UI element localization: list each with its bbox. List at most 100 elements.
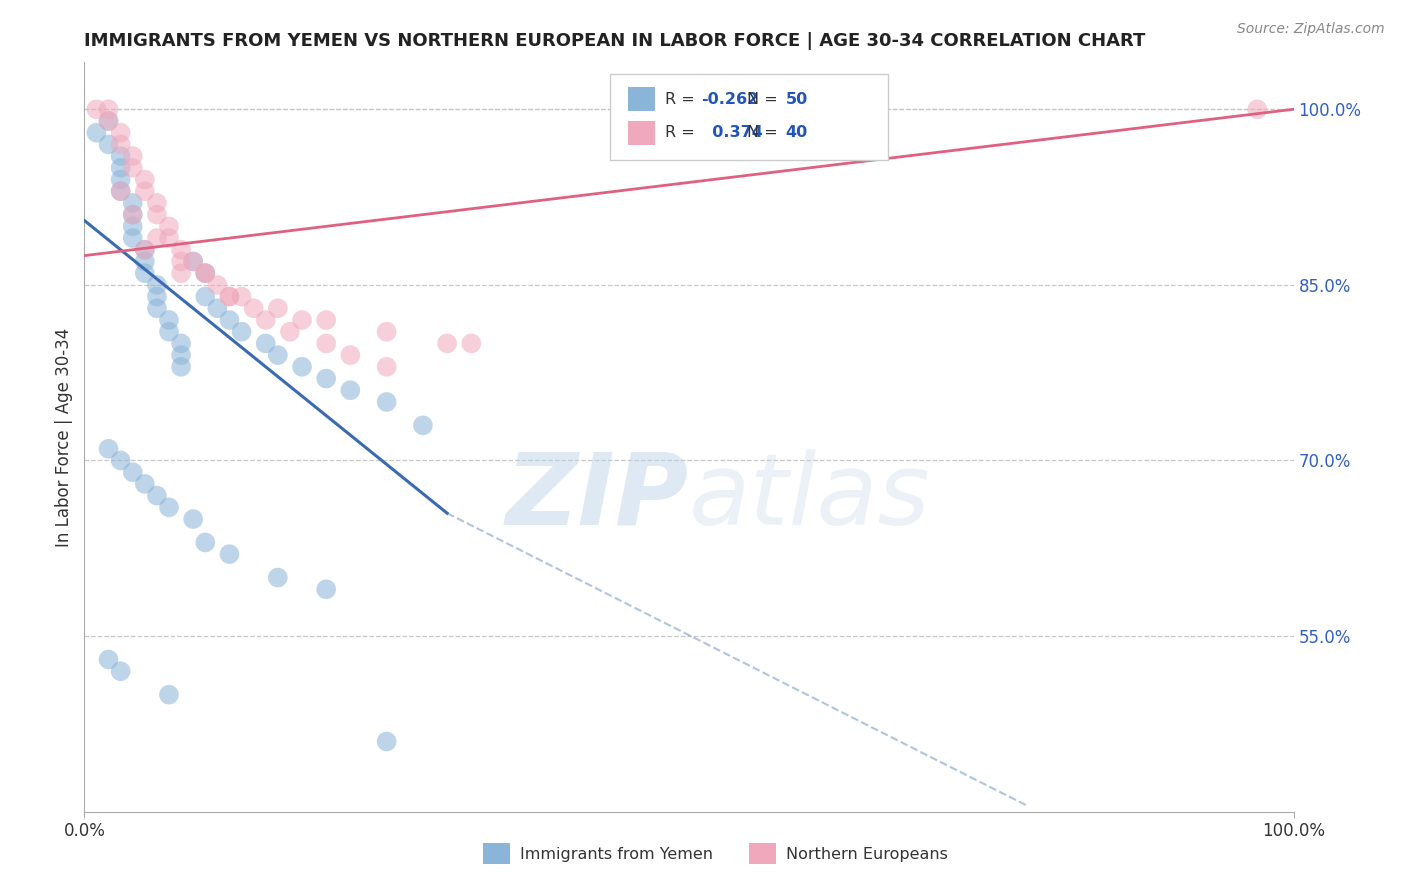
Point (134, 254, 156, 268)
Point (97, 137, 120, 152)
Point (146, 277, 169, 292)
Point (194, 266, 217, 280)
Point (97, 114, 120, 128)
Point (121, 195, 143, 210)
Point (315, 371, 337, 385)
Point (291, 313, 314, 327)
Text: Northern Europeans: Northern Europeans (786, 847, 948, 862)
Point (375, 359, 398, 374)
Text: 40: 40 (786, 126, 808, 140)
Bar (484, 843, 510, 864)
Point (254, 336, 277, 351)
Point (110, 126, 132, 140)
Point (291, 359, 314, 374)
Point (134, 184, 156, 198)
Point (121, 465, 143, 479)
Point (134, 476, 156, 491)
Point (110, 161, 132, 175)
Point (86, 102, 108, 116)
Text: ZIP: ZIP (506, 449, 689, 546)
Point (242, 301, 264, 316)
Point (375, 325, 398, 339)
Point (207, 277, 229, 292)
Point (134, 243, 156, 257)
Point (110, 184, 132, 198)
Point (121, 208, 143, 222)
Point (121, 149, 143, 163)
Point (97, 652, 120, 666)
Point (375, 395, 398, 409)
Point (315, 582, 337, 597)
Point (110, 172, 132, 186)
Point (267, 301, 290, 316)
Point (315, 313, 337, 327)
Bar (628, 87, 655, 112)
Point (110, 664, 132, 678)
Point (231, 325, 253, 339)
Point (157, 231, 180, 245)
Point (267, 348, 290, 362)
Point (110, 149, 132, 163)
Point (170, 266, 193, 280)
Text: R =: R = (665, 126, 700, 140)
Text: Immigrants from Yemen: Immigrants from Yemen (520, 847, 713, 862)
Point (110, 184, 132, 198)
Point (146, 195, 169, 210)
Text: N =: N = (747, 92, 783, 107)
Point (121, 219, 143, 234)
Point (86, 126, 108, 140)
Point (412, 418, 434, 433)
Text: R =: R = (665, 92, 700, 107)
Point (181, 254, 204, 268)
Point (157, 313, 180, 327)
Bar (749, 843, 776, 864)
Point (267, 571, 290, 585)
Text: 0.374: 0.374 (702, 126, 763, 140)
Point (375, 734, 398, 748)
Point (194, 289, 217, 303)
Text: IMMIGRANTS FROM YEMEN VS NORTHERN EUROPEAN IN LABOR FORCE | AGE 30-34 CORRELATIO: IMMIGRANTS FROM YEMEN VS NORTHERN EUROPE… (84, 32, 1146, 50)
Point (181, 512, 204, 526)
Point (436, 336, 458, 351)
Point (278, 325, 301, 339)
Point (146, 208, 169, 222)
Point (157, 219, 180, 234)
Point (157, 325, 180, 339)
Text: -0.262: -0.262 (702, 92, 758, 107)
Point (97, 102, 120, 116)
Point (146, 301, 169, 316)
Point (194, 266, 217, 280)
Point (97, 442, 120, 456)
Point (460, 336, 482, 351)
Bar (628, 121, 655, 145)
Point (218, 289, 240, 303)
Point (181, 254, 204, 268)
Y-axis label: In Labor Force | Age 30-34: In Labor Force | Age 30-34 (55, 327, 73, 547)
Point (170, 336, 193, 351)
Point (134, 266, 156, 280)
Point (218, 547, 240, 561)
Point (121, 208, 143, 222)
Text: Source: ZipAtlas.com: Source: ZipAtlas.com (1237, 22, 1385, 37)
Text: 50: 50 (786, 92, 808, 107)
Text: atlas: atlas (689, 449, 931, 546)
Point (1246, 102, 1268, 116)
Point (157, 688, 180, 702)
Point (146, 231, 169, 245)
Point (170, 359, 193, 374)
Point (146, 489, 169, 503)
Point (170, 348, 193, 362)
Point (339, 383, 361, 397)
Point (110, 453, 132, 467)
Point (194, 535, 217, 549)
Point (121, 231, 143, 245)
Point (218, 313, 240, 327)
Point (121, 161, 143, 175)
Text: N =: N = (747, 126, 783, 140)
Point (315, 336, 337, 351)
Point (207, 301, 229, 316)
Point (194, 266, 217, 280)
Point (97, 114, 120, 128)
Point (170, 254, 193, 268)
FancyBboxPatch shape (610, 74, 889, 160)
